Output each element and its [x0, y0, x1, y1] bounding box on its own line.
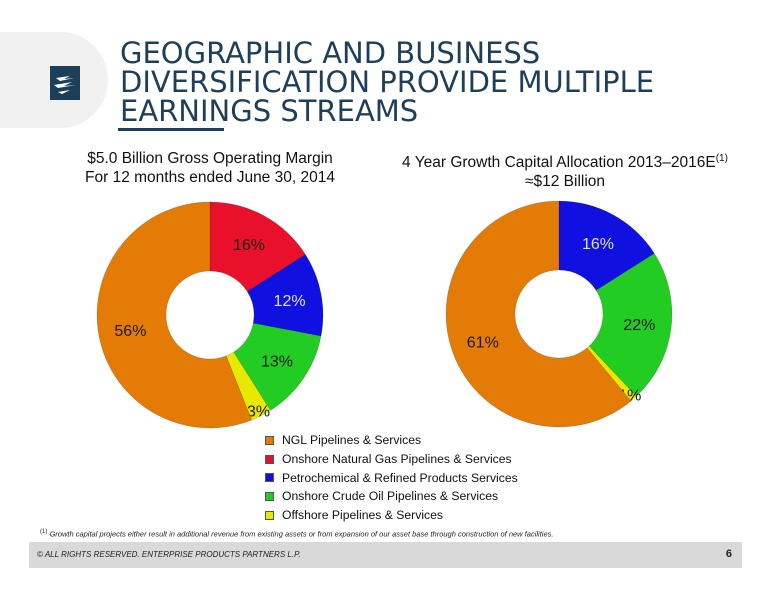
copyright-text: © ALL RIGHTS RESERVED. ENTERPRISE PRODUC…: [37, 550, 301, 559]
right-donut-slice-onshore-crude-oil-pipelines-and-services: [588, 253, 673, 397]
left-donut-label-offshore-pipelines-and-services: 3%: [247, 403, 270, 420]
right-donut-slice-offshore-pipelines-and-services: [586, 345, 637, 402]
footnote-text: Growth capital projects either result in…: [49, 529, 554, 539]
legend-swatch-petrochemical: [265, 473, 274, 483]
page-title: GEOGRAPHIC AND BUSINESS DIVERSIFICATION …: [120, 39, 680, 126]
left-chart-title: $5.0 Billion Gross Operating Margin For …: [50, 149, 370, 187]
title-line-3: EARNINGS STREAMS: [120, 94, 419, 128]
legend-item-ngl: NGL Pipelines & Services: [265, 431, 518, 450]
page-number: 6: [725, 548, 732, 560]
legend-swatch-offshore: [265, 510, 274, 520]
left-donut-slice-petrochemical-and-refined-products-services: [246, 254, 324, 337]
legend-label-offshore: Offshore Pipelines & Services: [282, 508, 443, 523]
right-chart-title: 4 Year Growth Capital Allocation 2013–20…: [395, 149, 735, 191]
title-underline: [118, 128, 224, 131]
title-line-2: DIVERSIFICATION PROVIDE MULTIPLE: [120, 65, 655, 99]
legend-item-natural-gas: Onshore Natural Gas Pipelines & Services: [265, 450, 518, 469]
left-donut-slice-onshore-natural-gas-pipelines-and-services: [209, 201, 306, 292]
right-donut-slice-petrochemical-and-refined-products-services: [558, 200, 655, 291]
left-donut-slice-onshore-crude-oil-pipelines-and-services: [233, 322, 322, 411]
left-donut-label-onshore-natural-gas-pipelines-and-services: 16%: [233, 237, 265, 254]
legend-item-petrochemical: Petrochemical & Refined Products Service…: [265, 468, 518, 487]
legend-label-natural-gas: Onshore Natural Gas Pipelines & Services: [282, 452, 512, 467]
legend-label-ngl: NGL Pipelines & Services: [282, 433, 422, 448]
right-chart-title-superscript: (1): [715, 153, 728, 164]
logo-mark-icon: [54, 76, 76, 94]
footer-bar: © ALL RIGHTS RESERVED. ENTERPRISE PRODUC…: [29, 542, 742, 568]
left-donut-label-ngl-pipelines-and-services: 56%: [114, 323, 146, 340]
legend: NGL Pipelines & Services Onshore Natural…: [265, 431, 518, 524]
footnote-marker: (1): [40, 529, 48, 535]
legend-item-offshore: Offshore Pipelines & Services: [265, 506, 518, 525]
footnote: (1) Growth capital projects either resul…: [40, 529, 553, 539]
company-logo: [50, 66, 80, 100]
legend-swatch-ngl: [265, 435, 274, 445]
left-donut-label-petrochemical-and-refined-products-services: 12%: [274, 293, 306, 310]
right-chart-title-text: 4 Year Growth Capital Allocation 2013–20…: [402, 154, 716, 172]
left-donut-slice-offshore-pipelines-and-services: [225, 351, 271, 421]
legend-swatch-crude-oil: [265, 491, 274, 501]
legend-label-petrochemical: Petrochemical & Refined Products Service…: [282, 470, 518, 485]
right-donut-slice-ngl-pipelines-and-services: [445, 200, 632, 428]
title-line-1: GEOGRAPHIC AND BUSINESS: [120, 36, 541, 70]
right-donut-label-onshore-crude-oil-pipelines-and-services: 22%: [623, 317, 655, 334]
legend-swatch-natural-gas: [265, 454, 274, 464]
right-chart-title-line-2: ≈$12 Billion: [524, 173, 606, 191]
legend-item-crude-oil: Onshore Crude Oil Pipelines & Services: [265, 487, 518, 506]
right-donut-label-ngl-pipelines-and-services: 61%: [467, 334, 499, 351]
legend-label-crude-oil: Onshore Crude Oil Pipelines & Services: [282, 489, 499, 504]
right-donut-label-petrochemical-and-refined-products-services: 16%: [582, 236, 614, 253]
left-chart-title-line-1: $5.0 Billion Gross Operating Margin: [87, 150, 333, 167]
right-chart-title-line-1: 4 Year Growth Capital Allocation 2013–20…: [395, 149, 735, 172]
left-donut-label-onshore-crude-oil-pipelines-and-services: 13%: [261, 354, 293, 371]
left-chart-title-line-2: For 12 months ended June 30, 2014: [85, 169, 335, 186]
